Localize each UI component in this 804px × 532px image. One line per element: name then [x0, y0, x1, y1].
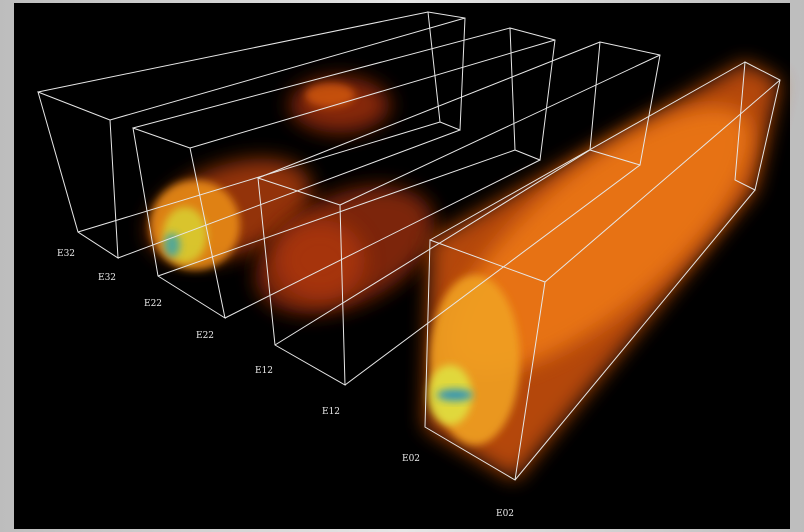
axis-label: E22 [196, 331, 214, 341]
axis-label: E02 [496, 509, 514, 519]
axis-label: E12 [255, 366, 273, 376]
page: E32 E32 E22 E22 E12 E12 E02 E02 (() => {… [0, 0, 804, 532]
screenshot: E32 E32 E22 E22 E12 E12 E02 E02 [0, 0, 804, 532]
volume-e32 [290, 77, 390, 133]
axis-label: E32 [57, 249, 75, 259]
axis-label: E02 [402, 454, 420, 464]
axis-label: E22 [144, 299, 162, 309]
axis-label: E12 [322, 407, 340, 417]
axis-label: E32 [98, 273, 116, 283]
